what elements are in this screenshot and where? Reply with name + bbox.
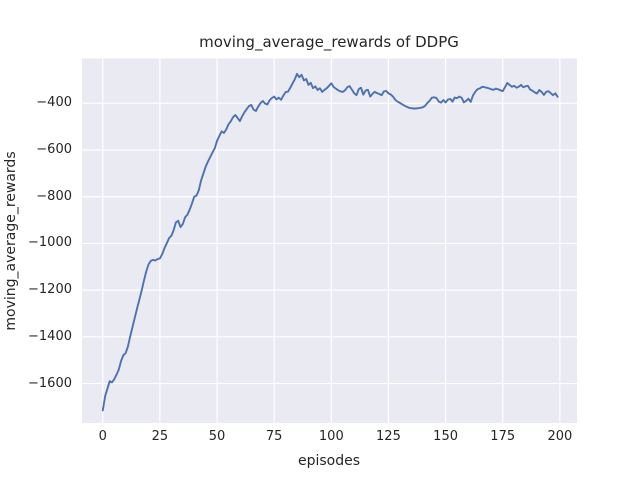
- y-tick-label: −600: [36, 142, 72, 158]
- y-tick-label: −1000: [28, 235, 72, 251]
- x-tick-label: 150: [433, 429, 459, 444]
- y-tick-label: −1600: [28, 375, 72, 391]
- x-tick-label: 200: [547, 429, 573, 444]
- x-tick-label: 0: [98, 429, 107, 444]
- x-tick-label: 25: [151, 429, 169, 444]
- y-tick-label: −800: [36, 188, 72, 204]
- reward-line: [101, 72, 559, 412]
- x-axis-label: episodes: [297, 453, 361, 469]
- x-tick-label: 100: [318, 429, 344, 444]
- x-tick-label: 125: [376, 429, 401, 444]
- y-tick-label: −400: [36, 95, 72, 111]
- axes-background: [82, 58, 577, 423]
- chart-title: moving_average_rewards of DDPG: [199, 33, 459, 51]
- x-tick-label: 75: [265, 429, 283, 444]
- y-tick-label: −1200: [28, 282, 72, 298]
- y-tick-label: −1400: [28, 328, 72, 344]
- x-tick-label: 175: [490, 429, 516, 444]
- x-tick-label: 50: [208, 429, 226, 444]
